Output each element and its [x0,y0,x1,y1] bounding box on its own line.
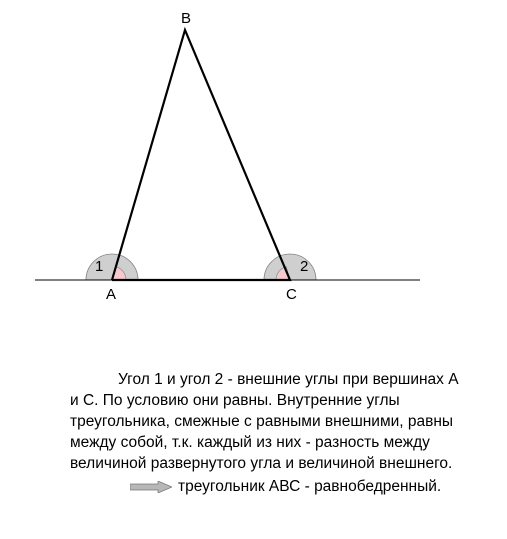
vertex-label-a: A [106,286,116,303]
triangle-abc [112,30,290,280]
angle-label-1: 1 [95,258,103,275]
angle-label-2: 2 [300,258,308,275]
geometry-diagram: B A C 1 2 [0,0,507,340]
explanation-text-block: Угол 1 и угол 2 - внешние углы при верши… [70,370,460,498]
conclusion-text: треугольник АВС - равнобедренный. [178,477,441,498]
explanation-body: Угол 1 и угол 2 - внешние углы при верши… [70,370,460,475]
vertex-label-b: B [181,10,191,27]
vertex-label-c: C [286,286,297,303]
implies-arrow-icon [130,477,172,498]
conclusion-line: треугольник АВС - равнобедренный. [70,477,460,498]
diagram-svg [0,0,507,340]
